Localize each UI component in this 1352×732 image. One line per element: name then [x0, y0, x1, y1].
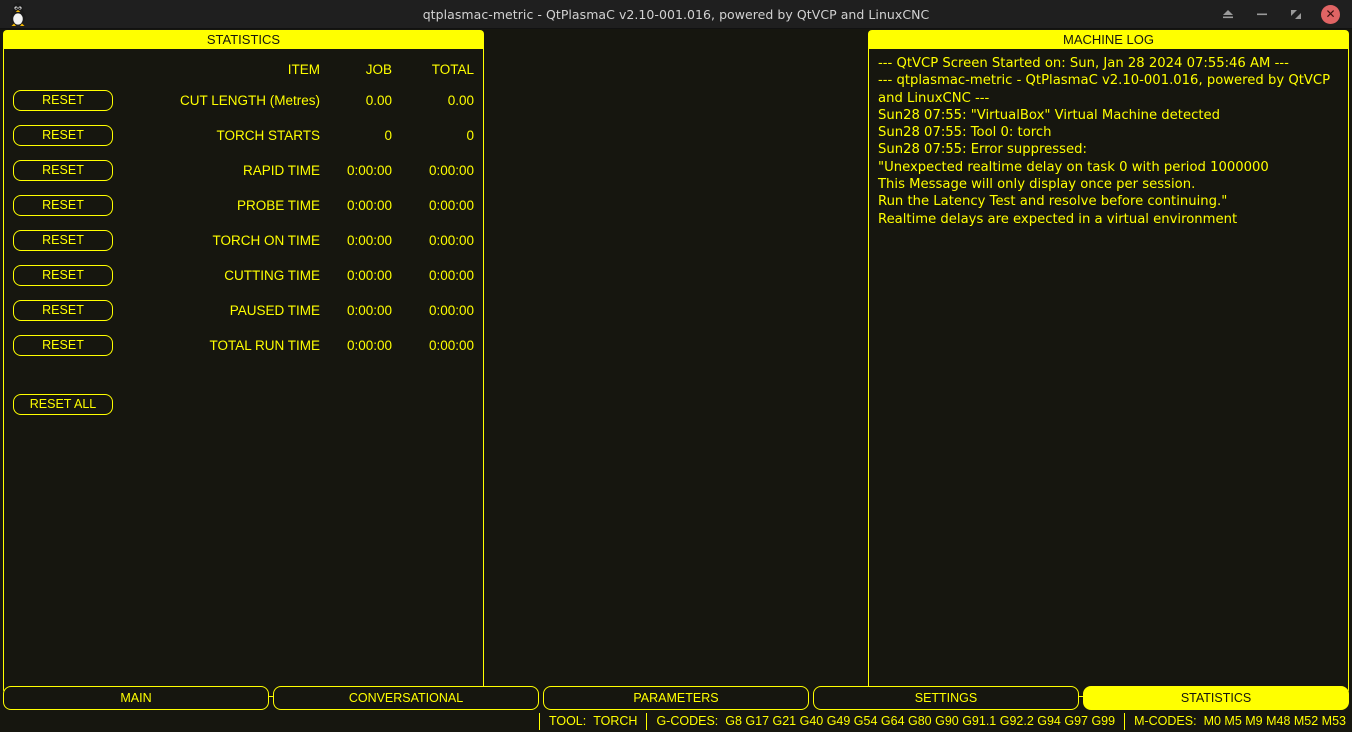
statistics-reset-cell: RESET — [4, 188, 128, 223]
reset-button-cutting-time[interactable]: RESET — [13, 265, 113, 286]
shade-icon[interactable] — [1219, 5, 1237, 23]
machine-log-panel: MACHINE LOG --- QtVCP Screen Started on:… — [868, 30, 1349, 697]
machine-log-line: This Message will only display once per … — [878, 177, 1196, 193]
statistics-item-value: CUT LENGTH (Metres) — [179, 93, 320, 108]
reset-all-button[interactable]: RESET ALL — [13, 394, 113, 415]
statistics-job-value: 0:00:00 — [346, 233, 392, 248]
machine-log-line: Sun28 07:55: Tool 0: torch — [878, 125, 1052, 141]
status-divider — [646, 712, 648, 730]
status-bar: TOOL: TORCH G-CODES: G8 G17 G21 G40 G49 … — [0, 710, 1352, 732]
statistics-reset-cell: RESET — [4, 118, 128, 153]
statistics-total-value: 0:00:00 — [428, 338, 474, 353]
statistics-column-header: TOTAL — [431, 61, 474, 77]
statistics-reset-cell: RESET — [4, 293, 128, 328]
machine-log-line: Sun28 07:55: "VirtualBox" Virtual Machin… — [878, 107, 1220, 123]
statistics-job-value: 0:00:00 — [346, 268, 392, 283]
statistics-total-value: 0 — [466, 128, 474, 143]
statistics-total-value: 0.00 — [447, 93, 474, 108]
statistics-job-value: 0:00:00 — [346, 303, 392, 318]
machine-log-line: Realtime delays are expected in a virtua… — [878, 211, 1238, 227]
statistics-table: ITEM JOB TOTAL RESET CUT LENGTH (Metres) 0.00… — [4, 49, 483, 363]
machine-log-line: --- QtVCP Screen Started on: Sun, Jan 28… — [878, 56, 1289, 71]
statistics-total-value: 0:00:00 — [428, 268, 474, 283]
statistics-item-value: RAPID TIME — [242, 163, 320, 178]
statistics-column-header: JOB — [365, 61, 392, 77]
statistics-column-header: ITEM — [287, 61, 320, 77]
statistics-item-value: TORCH ON TIME — [212, 233, 320, 248]
tool-value: TORCH — [593, 714, 638, 728]
machine-log-line: Run the Latency Test and resolve before … — [878, 194, 1228, 210]
machine-log-line: --- qtplasmac-metric - QtPlasmaC v2.10-0… — [878, 73, 1335, 106]
tux-penguin-icon — [4, 1, 32, 27]
statistics-item-value: PROBE TIME — [236, 198, 320, 213]
close-icon[interactable]: ✕ — [1321, 4, 1340, 24]
reset-button-torch-starts[interactable]: RESET — [13, 125, 113, 146]
reset-button-rapid-time[interactable]: RESET — [13, 160, 113, 181]
statistics-panel: STATISTICS ITEM JOB TOTAL RESET CUT LENGTH (… — [3, 30, 484, 697]
statistics-job-value: 0 — [384, 128, 392, 143]
statistics-job-value: 0:00:00 — [346, 338, 392, 353]
tab-statistics[interactable]: STATISTICS — [1083, 686, 1349, 710]
statistics-job-value: 0:00:00 — [346, 163, 392, 178]
gcodes-value: G8 G17 G21 G40 G49 G54 G64 G80 G90 G91.1… — [725, 714, 1116, 728]
statistics-job-value: 0.00 — [365, 93, 392, 108]
reset-button-paused-time[interactable]: RESET — [13, 300, 113, 321]
statistics-reset-cell: RESET — [4, 83, 128, 118]
statistics-item-value: TORCH STARTS — [216, 128, 320, 143]
tab-parameters[interactable]: PARAMETERS — [543, 686, 809, 710]
statistics-reset-cell: RESET — [4, 328, 128, 363]
statistics-header-spacer — [4, 49, 128, 83]
maximize-icon[interactable] — [1287, 5, 1305, 23]
tab-settings[interactable]: SETTINGS — [813, 686, 1079, 710]
main-tab-bar: MAIN CONVERSATIONAL PARAMETERS SETTINGS STAT… — [3, 686, 1349, 710]
mcodes-value: M0 M5 M9 M48 M52 M53 — [1203, 714, 1346, 728]
status-divider — [1124, 712, 1126, 730]
statistics-total-value: 0:00:00 — [428, 303, 474, 318]
machine-log-text[interactable]: --- QtVCP Screen Started on: Sun, Jan 28… — [868, 49, 1349, 697]
tool-label: TOOL: — [548, 714, 587, 728]
machine-log-panel-title: MACHINE LOG — [868, 30, 1349, 49]
statistics-panel-title: STATISTICS — [3, 30, 484, 49]
statistics-panel-body: ITEM JOB TOTAL RESET CUT LENGTH (Metres) 0.00… — [3, 49, 484, 697]
reset-button-cut-length-metres[interactable]: RESET — [13, 90, 113, 111]
statistics-item-value: TOTAL RUN TIME — [209, 338, 320, 353]
machine-log-line: "Unexpected realtime delay on task 0 wit… — [878, 159, 1269, 175]
statistics-job-value: 0:00:00 — [346, 198, 392, 213]
tab-main[interactable]: MAIN — [3, 686, 269, 710]
status-divider — [538, 712, 540, 730]
gcodes-label: G-CODES: — [656, 714, 719, 728]
tab-conversational[interactable]: CONVERSATIONAL — [273, 686, 539, 710]
statistics-item-value: PAUSED TIME — [229, 303, 320, 318]
statistics-reset-cell: RESET — [4, 223, 128, 258]
window-titlebar: qtplasmac-metric - QtPlasmaC v2.10-001.0… — [0, 0, 1352, 29]
window-controls: ✕ — [1219, 4, 1352, 24]
reset-button-probe-time[interactable]: RESET — [13, 195, 113, 216]
reset-button-torch-on-time[interactable]: RESET — [13, 230, 113, 251]
window-title: qtplasmac-metric - QtPlasmaC v2.10-001.0… — [422, 6, 930, 22]
statistics-reset-cell: RESET — [4, 153, 128, 188]
machine-log-line: Sun28 07:55: Error suppressed: — [878, 142, 1087, 158]
reset-all-row: RESET ALL — [4, 363, 483, 415]
minimize-icon[interactable] — [1253, 5, 1271, 23]
reset-button-total-run-time[interactable]: RESET — [13, 335, 113, 356]
statistics-reset-cell: RESET — [4, 258, 128, 293]
statistics-item-value: CUTTING TIME — [224, 268, 320, 283]
statistics-total-value: 0:00:00 — [428, 163, 474, 178]
statistics-total-value: 0:00:00 — [428, 198, 474, 213]
mcodes-label: M-CODES: — [1134, 714, 1197, 728]
statistics-total-value: 0:00:00 — [428, 233, 474, 248]
